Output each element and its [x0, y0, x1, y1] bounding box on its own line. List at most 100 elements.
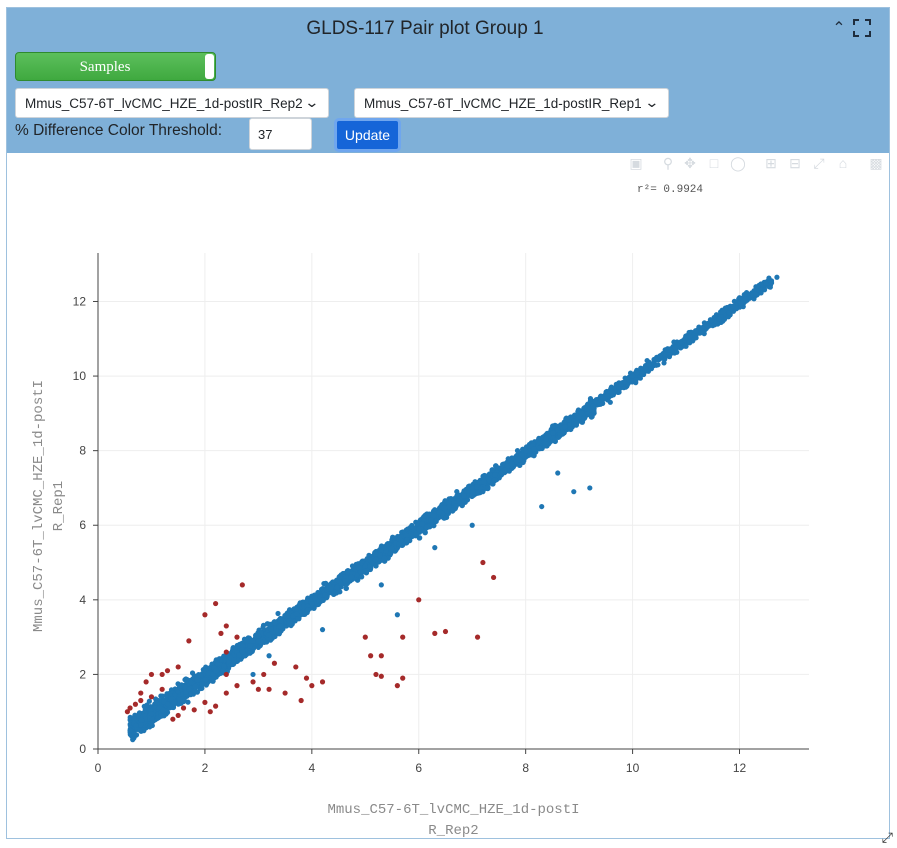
data-point — [738, 301, 744, 307]
outlier-point — [223, 623, 229, 629]
data-point — [686, 339, 693, 345]
data-point — [265, 632, 272, 639]
data-point — [600, 395, 606, 401]
data-point — [171, 699, 178, 705]
data-point — [446, 503, 452, 510]
collapse-chevron-up-icon[interactable]: ⌃ — [832, 20, 846, 37]
camera-icon[interactable]: ▣ — [629, 155, 643, 171]
data-point — [138, 717, 145, 724]
data-point — [531, 446, 537, 452]
data-point — [633, 377, 639, 383]
panel-title: GLDS-117 Pair plot Group 1 — [306, 18, 544, 39]
reset-axes-icon[interactable]: ⌂ — [838, 155, 848, 171]
outlier-point — [207, 709, 213, 715]
data-point — [639, 371, 645, 377]
data-point — [249, 638, 256, 644]
data-point — [469, 485, 475, 491]
data-point — [774, 274, 780, 280]
autoscale-icon[interactable]: ⤢ — [813, 155, 825, 171]
data-point — [515, 456, 522, 463]
data-point — [158, 693, 164, 699]
zoom-icon[interactable]: ⚲ — [662, 155, 674, 171]
threshold-input[interactable] — [249, 118, 312, 150]
x-axis-title-line: R_Rep2 — [428, 823, 478, 839]
data-point — [661, 360, 667, 366]
data-point — [131, 715, 137, 722]
data-point — [164, 701, 171, 707]
data-point — [430, 513, 437, 519]
data-point — [319, 627, 326, 633]
outlier-point — [191, 707, 197, 713]
data-point — [652, 356, 658, 362]
data-point — [277, 623, 284, 630]
lasso-select-icon[interactable]: ◯ — [730, 155, 746, 171]
y-tick-label: 12 — [73, 294, 87, 308]
plotly-logo-icon[interactable]: ▩ — [869, 155, 883, 171]
x-sample-select[interactable]: Mmus_C57-6T_lvCMC_HZE_1d-postIR_Rep2 ⌄ — [15, 88, 329, 118]
outlier-point — [378, 653, 384, 659]
data-point — [763, 280, 769, 286]
zoom-out-icon[interactable]: ⊟ — [789, 155, 801, 171]
x-tick-label: 6 — [415, 761, 422, 775]
data-point — [768, 280, 775, 286]
data-point — [378, 582, 384, 588]
samples-toggle-button[interactable]: Samples — [15, 52, 216, 81]
fullscreen-expand-icon[interactable] — [852, 19, 872, 39]
resize-handle-icon[interactable]: ⤢ — [881, 829, 893, 845]
update-button[interactable]: Update — [334, 118, 401, 152]
outlier-point — [474, 634, 481, 640]
data-point — [646, 361, 652, 368]
data-point — [133, 722, 139, 729]
data-point — [519, 452, 525, 458]
data-point — [616, 389, 622, 395]
x-tick-label: 8 — [522, 761, 529, 775]
pan-icon[interactable]: ✥ — [684, 155, 696, 171]
data-point — [752, 291, 759, 297]
data-point — [678, 345, 684, 351]
y-sample-select[interactable]: Mmus_C57-6T_lvCMC_HZE_1d-postIR_Rep1 ⌄ — [354, 88, 669, 118]
data-point — [629, 373, 636, 379]
outlier-point — [261, 671, 267, 678]
chevron-down-icon: ⌄ — [304, 94, 320, 110]
data-point — [742, 296, 748, 302]
data-point — [403, 532, 410, 539]
data-point — [367, 564, 374, 570]
data-point — [539, 503, 545, 510]
data-point — [160, 707, 167, 714]
data-point — [432, 545, 438, 551]
data-point — [567, 426, 574, 433]
pair-plot-panel: GLDS-117 Pair plot Group 1 ⌃ Samples Mmu… — [6, 7, 890, 839]
data-point — [305, 607, 311, 613]
data-point — [192, 683, 199, 690]
data-point — [584, 403, 591, 409]
data-point — [671, 339, 677, 345]
y-tick-label: 4 — [79, 593, 86, 607]
data-point — [404, 537, 410, 543]
data-point — [422, 529, 428, 536]
data-point — [666, 346, 672, 353]
threshold-label: % Difference Color Threshold: — [15, 122, 223, 139]
y-sample-select-value: Mmus_C57-6T_lvCMC_HZE_1d-postIR_Rep1 — [364, 96, 642, 111]
toggle-knob — [205, 54, 214, 79]
outlier-point — [400, 675, 406, 681]
data-point — [186, 686, 192, 692]
zoom-in-icon[interactable]: ⊞ — [765, 155, 777, 171]
data-point — [500, 462, 507, 468]
data-point — [573, 420, 580, 427]
expand-corners-icon — [853, 19, 871, 37]
y-tick-label: 6 — [79, 518, 86, 532]
data-point — [328, 586, 334, 593]
outlier-point — [378, 673, 384, 679]
outlier-point — [186, 638, 192, 644]
x-tick-label: 2 — [202, 761, 209, 775]
box-select-icon[interactable]: □ — [709, 155, 719, 171]
y-axis-title-line: Mmus_C57-6T_lvCMC_HZE_1d-postI — [31, 380, 47, 632]
data-point — [358, 569, 364, 575]
data-point — [565, 417, 572, 423]
data-point — [436, 509, 443, 515]
data-point — [158, 713, 165, 719]
scatter-plot[interactable]: 0 2 4 6 8 10 12 0 2 4 6 8 10 12 Mmus_C57-6T_lvCMC_HZE… — [0, 150, 897, 848]
data-point — [549, 423, 556, 429]
data-point — [552, 437, 558, 443]
data-point — [736, 295, 743, 301]
